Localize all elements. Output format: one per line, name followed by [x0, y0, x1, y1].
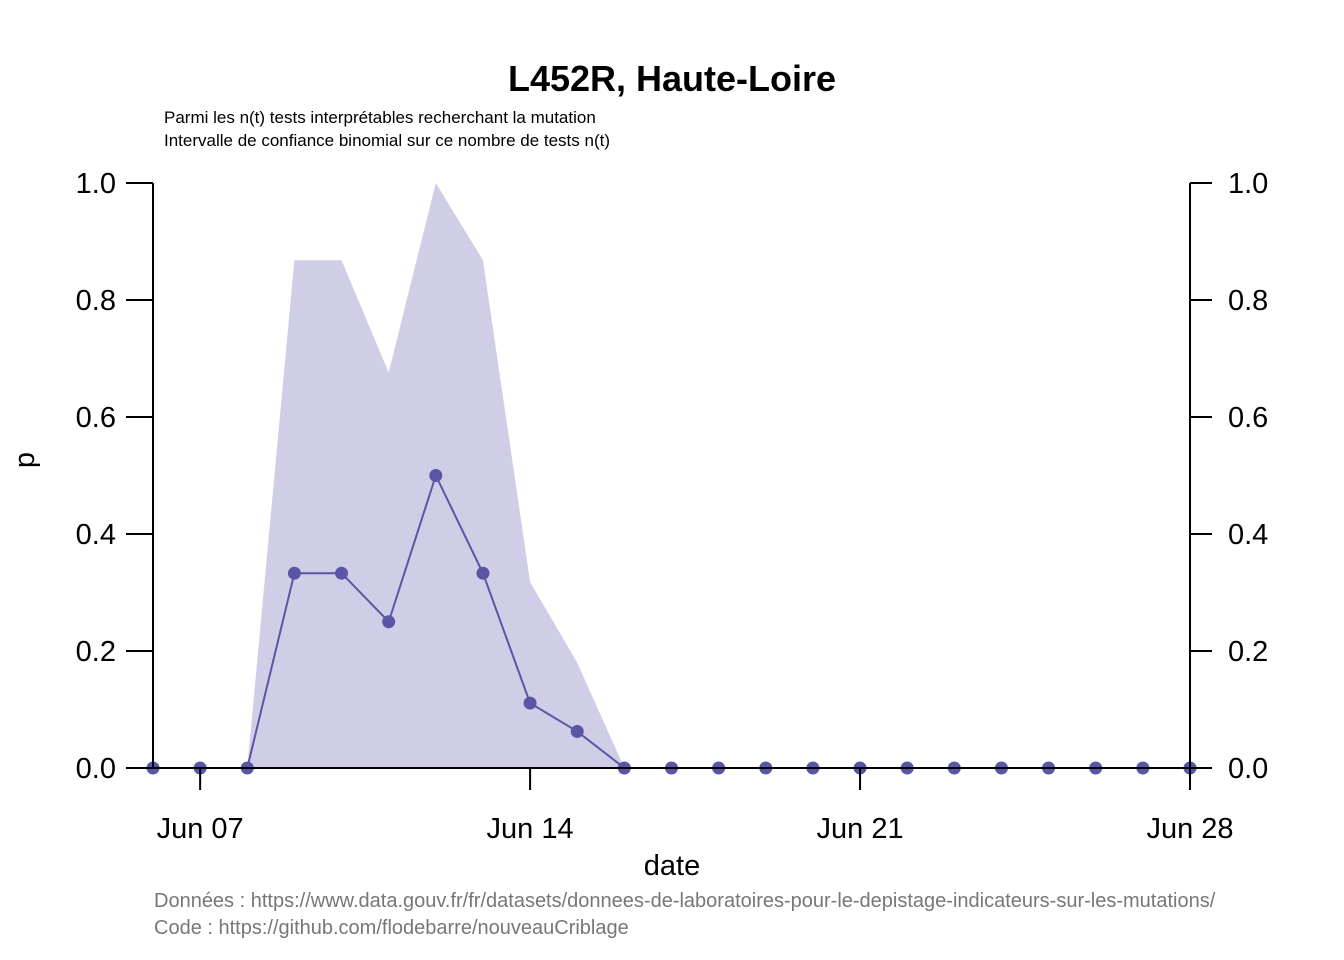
- y-tick-label-left: 0.4: [76, 519, 116, 551]
- data-point: [335, 566, 349, 580]
- y-tick-label-right: 0.2: [1228, 636, 1268, 668]
- y-tick-label-left: 0.6: [76, 402, 116, 434]
- y-tick-label-left: 1.0: [76, 168, 116, 200]
- x-tick-label: Jun 21: [817, 813, 904, 845]
- confidence-band: [153, 183, 1190, 768]
- x-axis-label: date: [644, 850, 700, 882]
- code-source-line: Code : https://github.com/flodebarre/nou…: [154, 917, 629, 939]
- y-tick-label-right: 0.6: [1228, 402, 1268, 434]
- chart-subtitle-line-1: Parmi les n(t) tests interprétables rech…: [164, 108, 596, 127]
- chart-title: L452R, Haute-Loire: [508, 58, 836, 99]
- x-tick-label: Jun 07: [157, 813, 244, 845]
- data-point: [570, 724, 584, 738]
- data-point: [382, 615, 396, 629]
- data-source-line: Données : https://www.data.gouv.fr/fr/da…: [154, 890, 1216, 912]
- data-point: [523, 696, 537, 710]
- chart-subtitle-line-2: Intervalle de confiance binomial sur ce …: [164, 131, 610, 150]
- x-tick-label: Jun 14: [487, 813, 574, 845]
- data-point: [429, 469, 443, 482]
- y-tick-label-left: 0.2: [76, 636, 116, 668]
- y-tick-label-right: 0.0: [1228, 753, 1268, 785]
- y-tick-label-right: 1.0: [1228, 168, 1268, 200]
- x-tick-label: Jun 28: [1146, 813, 1233, 845]
- y-tick-label-right: 0.4: [1228, 519, 1268, 551]
- y-tick-label-left: 0.8: [76, 285, 116, 317]
- y-tick-label-right: 0.8: [1228, 285, 1268, 317]
- data-point: [287, 566, 301, 580]
- y-tick-label-left: 0.0: [76, 753, 116, 785]
- y-axis-label: p: [9, 452, 41, 468]
- data-point: [476, 566, 490, 580]
